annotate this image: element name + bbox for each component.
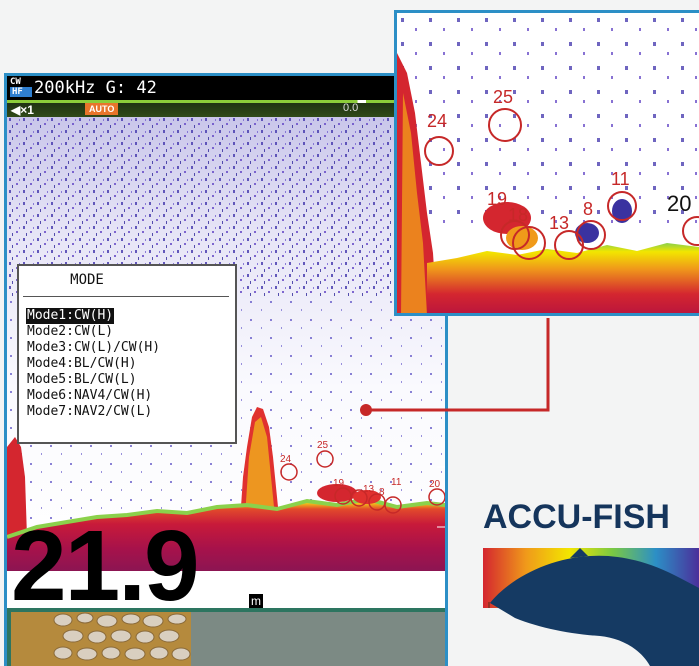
fish-mark (607, 191, 637, 221)
frequency-gain-readout: 200kHz G: 42 (34, 78, 157, 98)
zoom-echogram: 24 25 19 18 13 8 11 20 (397, 13, 699, 313)
fish-mark (554, 230, 584, 260)
fish-mark (576, 220, 606, 250)
fish-mark (384, 496, 402, 514)
bottom-type-pebbles (11, 612, 191, 666)
cw-hf-badge: CW HF (10, 77, 32, 97)
fish-mark-label: 25 (317, 440, 329, 451)
depth-readout: 21.9 (11, 510, 200, 622)
bottom-type-panel (191, 612, 445, 666)
fish-mark-label: 11 (611, 169, 630, 189)
mode-item-4[interactable]: Mode4:BL/CW(H) (27, 356, 137, 371)
top-right-readout: 0.0 (343, 102, 359, 114)
fish-mark (428, 488, 445, 506)
fish-mark (488, 108, 522, 142)
zoom-indicator[interactable]: ◀×1 (11, 103, 34, 117)
fish-mark-label: 19 (333, 478, 345, 489)
zoom-window: 24 25 19 18 13 8 11 20 (394, 10, 699, 316)
arrow-left-icon: ◀ (11, 103, 21, 117)
divider (23, 296, 229, 297)
mode-dialog: MODE Mode1:CW(H) Mode2:CW(L) Mode3:CW(L)… (17, 264, 237, 444)
status-bar: CW HF 200kHz G: 42 (7, 76, 445, 100)
mode-list: Mode1:CW(H) Mode2:CW(L) Mode3:CW(L)/CW(H… (26, 304, 161, 420)
fish-mark-label: 13 (363, 484, 375, 495)
fish-mark-label: 18 (508, 205, 528, 225)
range-bar: ◀×1 AUTO 0.0 (7, 100, 445, 117)
mode-item-1[interactable]: Mode1:CW(H) (26, 308, 115, 324)
fish-mark (316, 450, 334, 468)
mode-item-2[interactable]: Mode2:CW(L) (27, 324, 114, 339)
mode-dialog-title: MODE (70, 272, 104, 288)
accu-fish-logo-text: ACCU-FISH (483, 498, 670, 536)
auto-badge[interactable]: AUTO (85, 103, 119, 115)
depth-unit: m (249, 594, 263, 608)
fish-mark-label: 11 (391, 477, 402, 488)
fish-mark (350, 489, 368, 507)
mode-item-5[interactable]: Mode5:BL/CW(L) (27, 372, 137, 387)
mode-item-3[interactable]: Mode3:CW(L)/CW(H) (27, 340, 161, 355)
fish-mark-label: 20 (667, 191, 691, 216)
fish-mark-label: 24 (280, 454, 292, 465)
fish-mark-label: 8 (379, 487, 385, 498)
fish-icon (490, 548, 699, 666)
mode-item-7[interactable]: Mode7:NAV2/CW(L) (27, 404, 153, 419)
fish-mark-label: 19 (487, 189, 507, 209)
fish-mark-label: 24 (427, 111, 447, 131)
fish-mark-label: 8 (583, 199, 593, 219)
fish-mark-label: 20 (429, 479, 441, 490)
hf-label: HF (10, 87, 32, 97)
fish-mark (424, 136, 454, 166)
range-scale-line (7, 100, 445, 103)
fish-mark-label: 25 (493, 87, 513, 107)
cw-label: CW (10, 77, 21, 87)
fish-mark (512, 226, 546, 260)
mode-item-6[interactable]: Mode6:NAV4/CW(H) (27, 388, 153, 403)
fish-mark (280, 463, 298, 481)
fish-mark-label: 13 (549, 213, 569, 233)
fish-mark (682, 216, 699, 246)
